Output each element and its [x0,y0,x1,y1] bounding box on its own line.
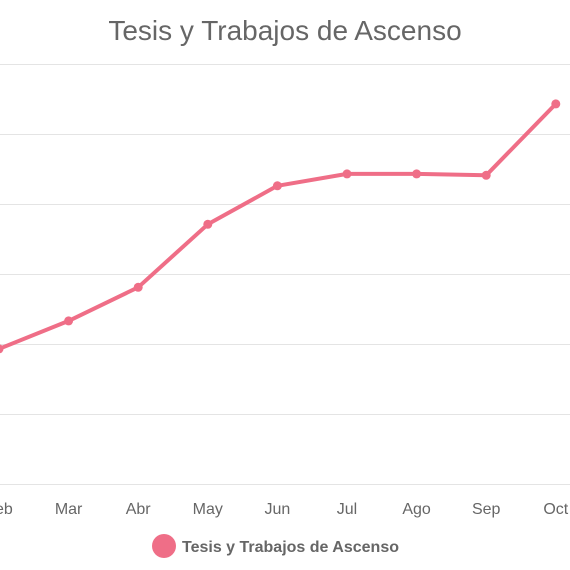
grid-lines [0,64,570,485]
x-tick-label: Jun [265,501,291,518]
x-tick-label: Jul [337,501,357,518]
x-tick-label: Ago [402,501,431,518]
data-point [203,219,213,229]
series-layer [0,99,561,354]
data-point [481,170,491,180]
chart-title: Tesis y Trabajos de Ascenso [108,15,461,46]
x-tick-label: Sep [472,501,501,518]
x-axis-ticks: Feb Mar Abr May Jun Jul Ago Sep Oct [0,501,569,518]
legend-item[interactable]: Tesis y Trabajos de Ascenso [152,534,399,558]
x-tick-label: Mar [55,501,83,518]
data-point [272,181,282,191]
data-point [64,316,74,326]
x-tick-label: May [193,501,223,518]
data-point [0,344,4,354]
data-point [133,282,143,292]
data-point [551,99,561,109]
data-point [412,169,422,179]
legend-label: Tesis y Trabajos de Ascenso [182,539,399,556]
x-tick-label: Feb [0,501,13,518]
legend[interactable]: Tesis y Trabajos de Ascenso [152,534,399,558]
legend-swatch [152,534,176,558]
x-tick-label: Abr [126,501,152,518]
data-point [342,169,352,179]
x-tick-label: Oct [543,501,568,518]
series-line [0,101,558,351]
